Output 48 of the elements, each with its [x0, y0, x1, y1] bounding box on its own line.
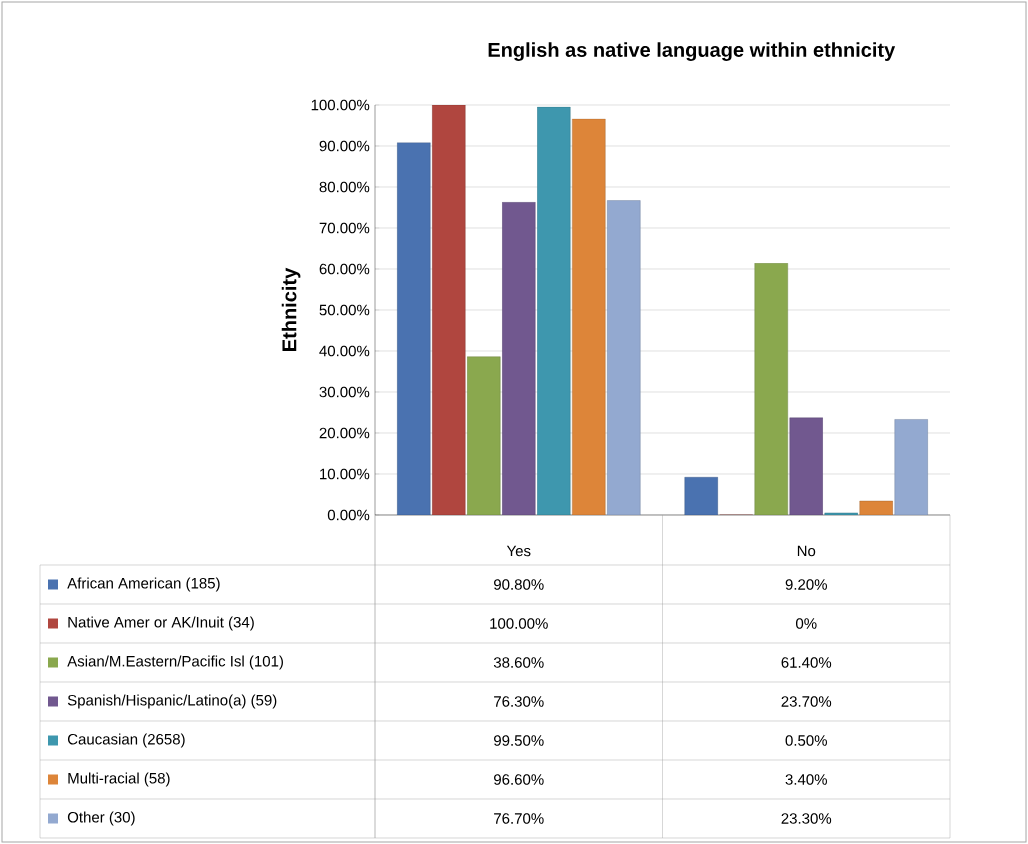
- bar: [467, 356, 501, 515]
- legend-label: Spanish/Hispanic/Latino(a) (59): [67, 694, 277, 709]
- y-tick-label: 40.00%: [319, 345, 370, 357]
- legend-label: Caucasian (2658): [67, 733, 185, 748]
- y-tick-label: 80.00%: [319, 181, 370, 193]
- bar: [397, 142, 431, 515]
- bar: [824, 512, 858, 515]
- data-label: 3.40%: [785, 774, 827, 785]
- data-label: 61.40%: [781, 657, 832, 668]
- data-label: 96.60%: [494, 774, 544, 785]
- data-label: 23.70%: [781, 696, 832, 707]
- bar: [537, 106, 571, 515]
- chart-title: English as native language within ethnicity: [488, 42, 896, 61]
- data-label: 90.80%: [494, 579, 544, 590]
- bar: [572, 118, 606, 515]
- legend-label: Other (30): [67, 811, 135, 826]
- bar: [789, 417, 823, 515]
- data-label: 100.00%: [490, 618, 548, 629]
- x-tick-label: No: [797, 545, 816, 557]
- bar: [754, 263, 788, 515]
- y-tick-label: 100.00%: [311, 99, 370, 111]
- legend-label: African American (185): [67, 577, 220, 592]
- y-tick-label: 0.00%: [327, 509, 370, 521]
- bar: [432, 104, 466, 515]
- y-tick-label: 60.00%: [319, 263, 370, 275]
- y-tick-label: 50.00%: [319, 304, 370, 316]
- bar: [607, 200, 641, 515]
- data-label: 9.20%: [785, 579, 827, 590]
- data-label: 0%: [796, 618, 817, 629]
- y-tick-label: 70.00%: [319, 222, 370, 234]
- bar: [684, 477, 718, 515]
- legend-label: Native Amer or AK/Inuit (34): [68, 616, 254, 631]
- bar: [894, 419, 928, 515]
- data-label: 38.60%: [493, 657, 544, 668]
- bar: [502, 201, 536, 515]
- data-label: 99.50%: [494, 735, 544, 746]
- x-tick-label: Yes: [506, 545, 531, 557]
- y-axis-title: Ethnicity: [281, 267, 301, 351]
- y-tick-label: 10.00%: [320, 468, 370, 480]
- data-label: 0.50%: [785, 735, 827, 746]
- legend-label: Asian/M.Eastern/Pacific Isl (101): [67, 655, 283, 670]
- y-tick-label: 90.00%: [319, 140, 370, 152]
- data-label: 76.30%: [494, 696, 544, 707]
- y-tick-label: 20.00%: [319, 427, 370, 439]
- data-label: 76.70%: [494, 813, 544, 824]
- y-tick-label: 30.00%: [319, 386, 370, 398]
- legend-label: Multi-racial (58): [68, 772, 170, 787]
- data-label: 23.30%: [781, 813, 832, 824]
